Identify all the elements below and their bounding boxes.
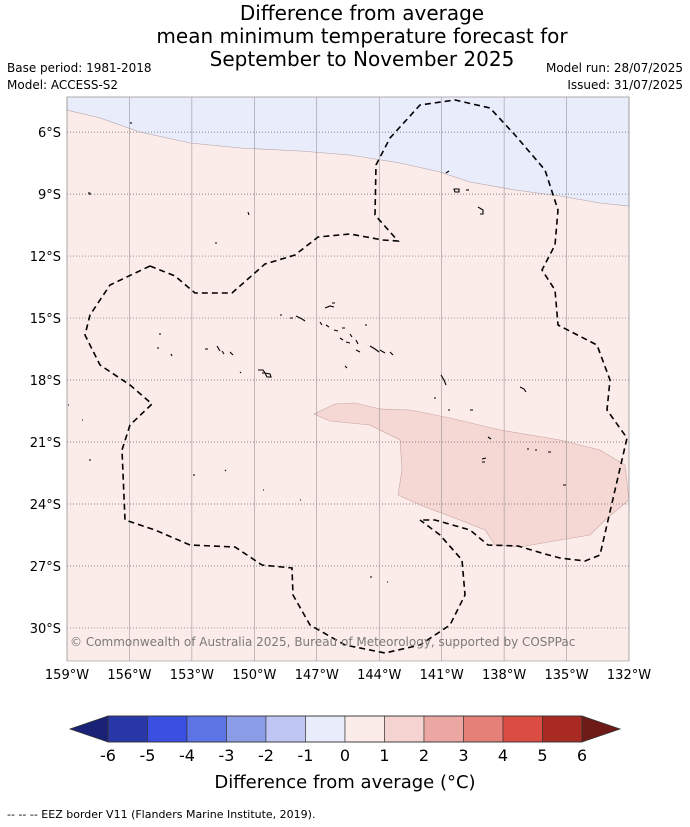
island: [445, 170, 450, 174]
title-line-1: Difference from average: [239, 1, 485, 25]
colorbar-tick-label: -2: [258, 746, 274, 765]
island-group: [344, 345, 394, 369]
meta-right: Model run: 28/07/2025 Issued: 31/07/2025: [546, 60, 683, 94]
island: [88, 192, 91, 195]
colorbar-title: Difference from average (°C): [214, 772, 476, 793]
eez-border-west: [84, 265, 466, 654]
map-frame: [66, 96, 630, 662]
warm-anomaly-patch: [313, 402, 630, 548]
colorbar-swatch: [542, 715, 583, 743]
lon-tick-label: 147°W: [295, 668, 339, 683]
copyright-notice: © Commonwealth of Australia 2025, Bureau…: [70, 635, 575, 649]
colorbar-tick-label: -1: [298, 746, 314, 765]
colorbar-swatch: [147, 715, 188, 743]
colorbar-tick-label: -4: [179, 746, 195, 765]
issued-date: Issued: 31/07/2025: [567, 78, 683, 92]
island-group: [205, 345, 272, 378]
lon-tick-label: 141°W: [420, 668, 464, 683]
lon-tick-label: 150°W: [232, 668, 276, 683]
lon-tick-label: 138°W: [482, 668, 526, 683]
lon-tick-label: 153°W: [170, 668, 214, 683]
lat-tick-label: 9°S: [38, 188, 61, 203]
small-islets: [68, 211, 388, 583]
colorbar-tick-label: -6: [100, 746, 116, 765]
colorbar-swatch: [344, 715, 385, 743]
lon-tick-label: 135°W: [544, 668, 588, 683]
title-line-2: mean minimum temperature forecast for: [156, 24, 568, 48]
model-run: Model run: 28/07/2025: [545, 61, 683, 75]
colorbar-swatches: [107, 715, 583, 743]
colorbar-swatch: [186, 715, 227, 743]
island: [453, 188, 460, 193]
cool-anomaly-region: [66, 96, 630, 207]
lon-tick-label: 159°W: [45, 668, 89, 683]
latitude-labels: 6°S 9°S 12°S 15°S 18°S 21°S 24°S 27°S 30°S: [30, 126, 61, 637]
colorbar-tick-label: 1: [379, 746, 389, 765]
lat-tick-label: 30°S: [30, 622, 61, 637]
island-group: [434, 374, 492, 463]
colorbar-low-extend: [68, 715, 109, 743]
colorbar-tick-label: -5: [140, 746, 156, 765]
colorbar-tick-label: 5: [537, 746, 547, 765]
lat-tick-label: 15°S: [30, 312, 61, 327]
map-area: © Commonwealth of Australia 2025, Bureau…: [66, 96, 630, 662]
islands: [68, 122, 566, 583]
lon-tick-label: 156°W: [107, 668, 151, 683]
lat-tick-label: 6°S: [38, 126, 61, 141]
eez-footnote: -- -- -- EEZ border V11 (Flanders Marine…: [7, 808, 316, 821]
base-period: Base period: 1981-2018: [7, 61, 152, 75]
colorbar-swatch: [265, 715, 306, 743]
colorbar-swatch: [305, 715, 346, 743]
colorbar-swatch: [502, 715, 543, 743]
colorbar-high-extend: [581, 715, 622, 743]
lat-tick-label: 12°S: [30, 250, 61, 265]
longitude-labels: 159°W 156°W 153°W 150°W 147°W 144°W 141°W 138°W…: [45, 668, 651, 683]
island-group: [519, 386, 566, 486]
colorbar-swatch: [107, 715, 148, 743]
colorbar-tick-label: 4: [498, 746, 508, 765]
colorbar-tick-label: 0: [340, 746, 350, 765]
lat-tick-label: 18°S: [30, 374, 61, 389]
colorbar-tick-label: -3: [219, 746, 235, 765]
lat-tick-label: 27°S: [30, 560, 61, 575]
colorbar-swatch: [423, 715, 464, 743]
island: [477, 206, 484, 215]
colorbar-frame: [107, 715, 583, 743]
lat-tick-label: 21°S: [30, 436, 61, 451]
title-line-3: September to November 2025: [209, 47, 515, 71]
model-name: Model: ACCESS-S2: [7, 78, 119, 92]
colorbar-tick-label: 6: [577, 746, 587, 765]
lon-tick-label: 132°W: [607, 668, 651, 683]
colorbar-swatch: [226, 715, 267, 743]
eez-border-main: [149, 99, 628, 562]
colorbar-tick-label: 2: [419, 746, 429, 765]
meta-left: Base period: 1981-2018 Model: ACCESS-S2: [7, 60, 152, 94]
map-title: Difference from average mean minimum tem…: [0, 2, 690, 71]
colorbar-labels: -6 -5 -4 -3 -2 -1 0 1 2 3 4 5 6: [100, 746, 587, 765]
colorbar-tick-label: 3: [458, 746, 468, 765]
lat-tick-label: 24°S: [30, 498, 61, 513]
lon-tick-label: 144°W: [357, 668, 401, 683]
colorbar-swatch: [384, 715, 425, 743]
island-chain: [280, 302, 367, 345]
colorbar: -6 -5 -4 -3 -2 -1 0 1 2 3 4 5 6: [68, 715, 622, 765]
colorbar-swatch: [463, 715, 504, 743]
